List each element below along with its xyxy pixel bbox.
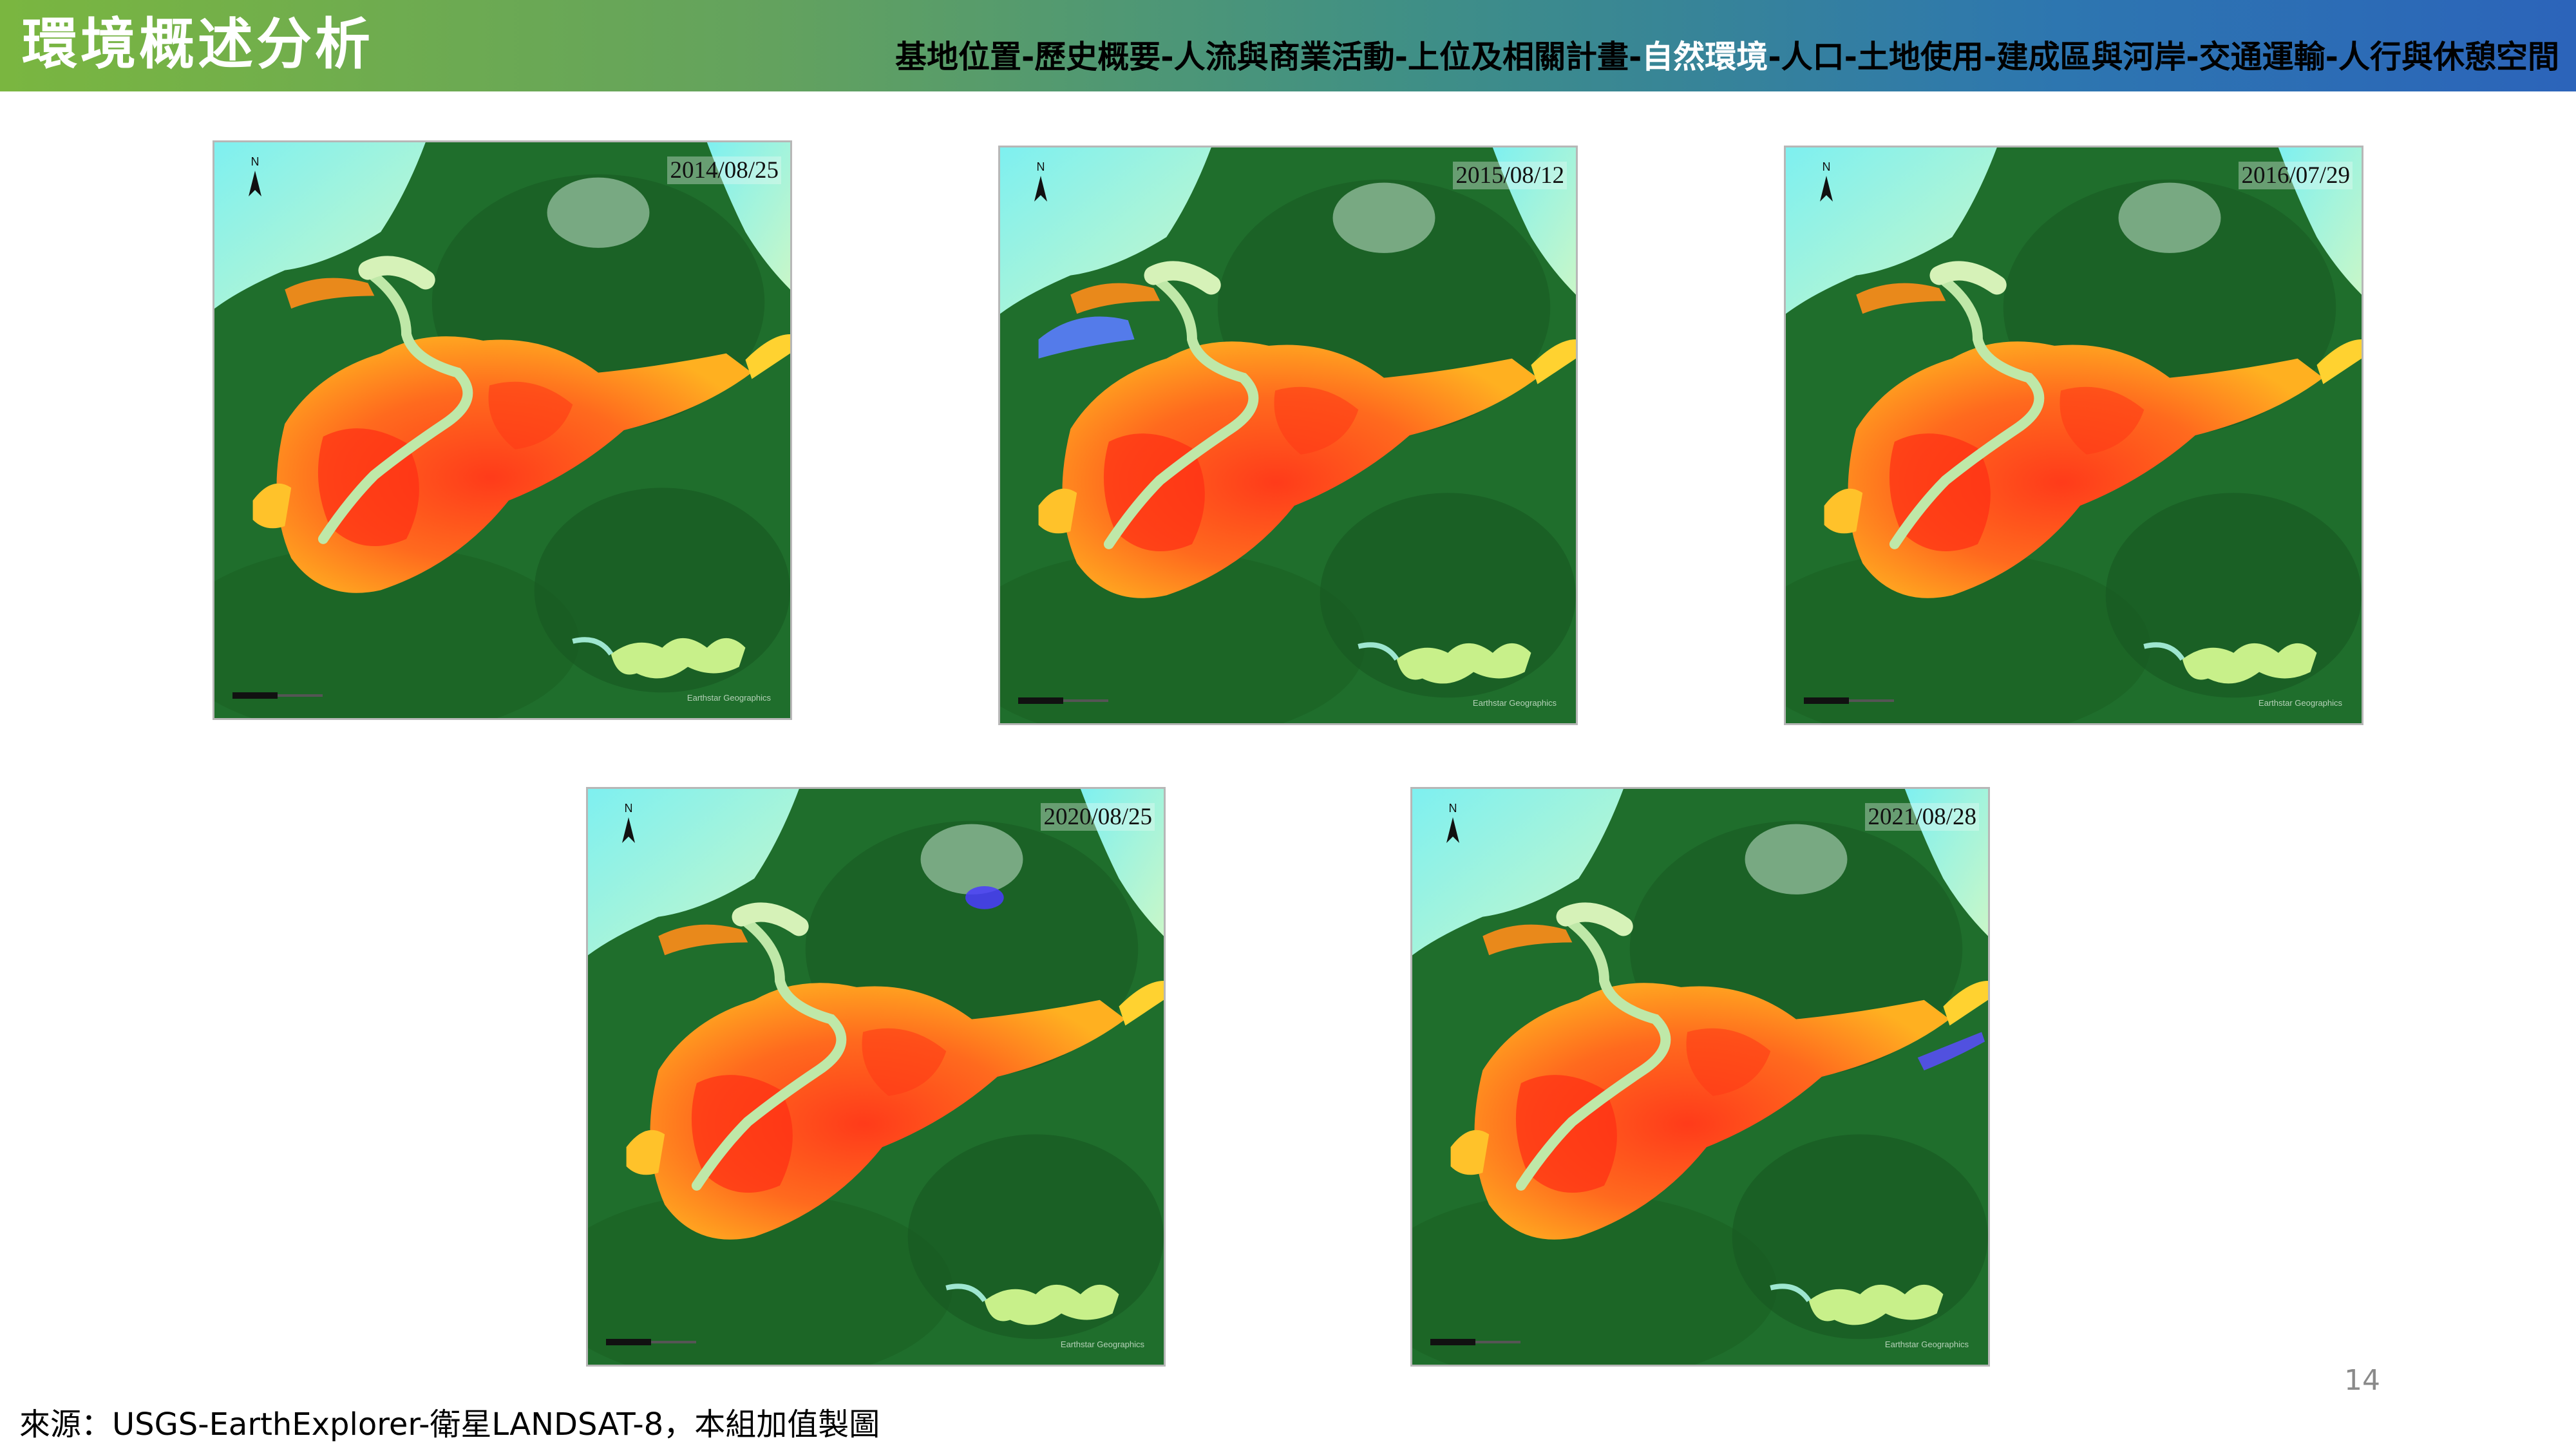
scale-bar	[1804, 697, 1894, 704]
north-arrow: N	[1817, 160, 1836, 205]
map-date: 2014/08/25	[667, 156, 781, 184]
map-credit: Earthstar Geographics	[1884, 1340, 1969, 1349]
north-arrow: N	[245, 155, 265, 200]
map-date: 2016/07/29	[2239, 162, 2353, 189]
scale-bar	[606, 1339, 696, 1345]
scale-bar	[1430, 1339, 1520, 1345]
page-title: 環境概述分析	[22, 12, 374, 77]
heat-map-image	[214, 142, 790, 718]
map-panel-2015: N 2015/08/12 Earthstar Geographics	[998, 146, 1578, 725]
map-panel-2021: N 2021/08/28 Earthstar Geographics	[1410, 787, 1990, 1367]
map-credit: Earthstar Geographics	[2258, 698, 2342, 708]
north-arrow: N	[1031, 160, 1050, 205]
heat-map-image	[1786, 147, 2362, 723]
heat-map-image	[588, 789, 1164, 1365]
north-arrow: N	[619, 802, 638, 847]
source-note: 來源：USGS-EarthExplorer-衛星LANDSAT-8，本組加值製圖	[19, 1406, 880, 1443]
map-panel-2014: N 2014/08/25 Earthstar Geographics	[213, 140, 792, 720]
map-date: 2015/08/12	[1453, 162, 1567, 189]
breadcrumb-active[interactable]: 自然環境	[1642, 39, 1768, 75]
map-credit: Earthstar Geographics	[687, 693, 771, 703]
breadcrumb-after[interactable]: -人口-土地使用-建成區與河岸-交通運輸-人行與休憩空間	[1768, 39, 2559, 75]
map-panel-2020: N 2020/08/25 Earthstar Geographics	[586, 787, 1166, 1367]
map-credit: Earthstar Geographics	[1060, 1340, 1144, 1349]
section-breadcrumb: 基地位置-歷史概要-人流與商業活動-上位及相關計畫-自然環境-人口-土地使用-建…	[895, 35, 2559, 80]
heat-map-image	[1000, 147, 1576, 723]
map-panel-2016: N 2016/07/29 Earthstar Geographics	[1784, 146, 2363, 725]
north-arrow: N	[1443, 802, 1463, 847]
map-credit: Earthstar Geographics	[1472, 698, 1557, 708]
map-date: 2021/08/28	[1865, 803, 1979, 831]
scale-bar	[1018, 697, 1108, 704]
header-banner: 環境概述分析 基地位置-歷史概要-人流與商業活動-上位及相關計畫-自然環境-人口…	[0, 0, 2576, 91]
map-date: 2020/08/25	[1041, 803, 1155, 831]
north-label: N	[251, 155, 260, 168]
heat-map-image	[1412, 789, 1988, 1365]
scale-bar	[232, 692, 323, 699]
north-label: N	[624, 802, 633, 815]
north-label: N	[1036, 160, 1045, 173]
north-label: N	[1822, 160, 1831, 173]
page-number: 14	[2344, 1364, 2380, 1397]
north-label: N	[1448, 802, 1457, 815]
breadcrumb-before[interactable]: 基地位置-歷史概要-人流與商業活動-上位及相關計畫-	[895, 39, 1642, 75]
